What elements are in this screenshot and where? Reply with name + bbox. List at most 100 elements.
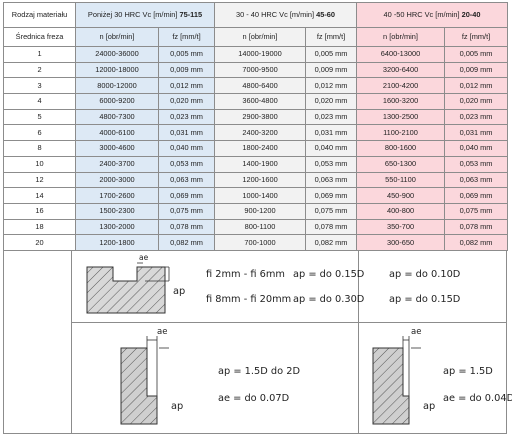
fz-cell: 0,005 mm xyxy=(157,46,216,63)
side-cell xyxy=(71,321,359,434)
side-ap-value: ap = 1.5D do 2D xyxy=(218,365,301,377)
fz-cell: 0,069 mm xyxy=(157,187,216,204)
milling-depth-section: ae ap fi 2mm - fi 6mm ap = do 0.15D fi 8… xyxy=(3,250,512,434)
fz-cell: 0,082 mm xyxy=(157,234,216,251)
header-row-columns: Średnica freza n [obr/min] fz [mm/t] n [… xyxy=(3,27,509,47)
side-hard-ae-value: ae = do 0.04D xyxy=(443,392,512,404)
fz-cell: 0,023 mm xyxy=(444,108,509,126)
diameter-cell: 3 xyxy=(3,77,76,95)
fz-cell: 0,020 mm xyxy=(305,93,358,110)
diameter-cell: 5 xyxy=(3,108,76,126)
n-cell: 8000-12000 xyxy=(75,77,159,95)
side-hard-ap-value: ap = 1.5D xyxy=(443,365,493,377)
n-cell: 2400-3700 xyxy=(75,155,159,173)
diameter-label: Średnica freza xyxy=(3,27,76,47)
slot-hard-ap-1: ap = do 0.10D xyxy=(389,268,461,280)
n-cell: 2400-3200 xyxy=(214,124,307,142)
n-cell: 1400-1900 xyxy=(214,155,307,173)
n-cell: 1000-1400 xyxy=(214,187,307,204)
table-row: 10 2400-3700 0,053 mm 1400-1900 0,053 mm 650-… xyxy=(3,155,509,173)
slot-hard-ap-2: ap = do 0.15D xyxy=(389,293,461,305)
n-cell: 2100-4200 xyxy=(356,77,446,95)
diameter-cell: 14 xyxy=(3,187,76,204)
side-milling-sketch xyxy=(120,335,169,425)
n-cell: 1800-2400 xyxy=(214,140,307,157)
fz-cell: 0,053 mm xyxy=(157,155,216,173)
fz-cell: 0,005 mm xyxy=(444,46,509,63)
n-cell: 4800-6400 xyxy=(214,77,307,95)
n-cell: 7000-9500 xyxy=(214,61,307,79)
n-cell: 12000-18000 xyxy=(75,61,159,79)
fz-cell: 0,078 mm xyxy=(444,218,509,236)
fz-cell: 0,069 mm xyxy=(305,187,358,204)
diameter-cell: 18 xyxy=(3,218,76,236)
fz-cell: 0,075 mm xyxy=(157,202,216,220)
fz-cell: 0,063 mm xyxy=(305,171,358,189)
side-ap-label: ap xyxy=(171,400,184,412)
fz-cell: 0,009 mm xyxy=(157,61,216,79)
slot-milling-sketch xyxy=(86,262,170,314)
fz-cell: 0,078 mm xyxy=(305,218,358,236)
fz-cell: 0,009 mm xyxy=(444,61,509,79)
n-cell: 800-1100 xyxy=(214,218,307,236)
n-cell: 700-1000 xyxy=(214,234,307,251)
table-row: 1 24000-36000 0,005 mm 14000-19000 0,005 mm 6… xyxy=(3,46,509,63)
slot-ae-label: ae xyxy=(139,252,149,262)
side-milling-hard-sketch xyxy=(372,335,421,425)
n-cell: 2900-3800 xyxy=(214,108,307,126)
fz-cell: 0,053 mm xyxy=(444,155,509,173)
col-header-fz: fz [mm/t] xyxy=(157,27,216,47)
n-cell: 350-700 xyxy=(356,218,446,236)
side-hard-ae-label: ae xyxy=(411,326,422,337)
fz-cell: 0,031 mm xyxy=(305,124,358,142)
table-row: 8 3000-4600 0,040 mm 1800-2400 0,040 mm 800-1… xyxy=(3,140,509,157)
diameter-cell: 12 xyxy=(3,171,76,189)
side-ae-value: ae = do 0.07D xyxy=(218,392,290,404)
cutting-parameters-sheet: Rodzaj materiału Poniżej 30 HRC Vc [m/mi… xyxy=(3,2,512,436)
table-row: 5 4800-7300 0,023 mm 2900-3800 0,023 mm 1300-… xyxy=(3,108,509,126)
fz-cell: 0,031 mm xyxy=(157,124,216,142)
n-cell: 450-900 xyxy=(356,187,446,204)
diameter-cell: 16 xyxy=(3,202,76,220)
header-row-material: Rodzaj materiału Poniżej 30 HRC Vc [m/mi… xyxy=(3,2,509,28)
side-hard-cell xyxy=(358,321,507,434)
diameter-cell: 2 xyxy=(3,61,76,79)
fz-cell: 0,020 mm xyxy=(444,93,509,110)
material-label: Rodzaj materiału xyxy=(3,2,76,28)
fz-cell: 0,082 mm xyxy=(444,234,509,251)
table-row: 20 1200-1800 0,082 mm 700-1000 0,082 mm 300-6… xyxy=(3,234,509,251)
diameter-cell: 4 xyxy=(3,93,76,110)
table-row: 2 12000-18000 0,009 mm 7000-9500 0,009 mm 320… xyxy=(3,61,509,79)
fz-cell: 0,023 mm xyxy=(305,108,358,126)
n-cell: 14000-19000 xyxy=(214,46,307,63)
fz-cell: 0,063 mm xyxy=(444,171,509,189)
diameter-cell: 6 xyxy=(3,124,76,142)
fz-cell: 0,053 mm xyxy=(305,155,358,173)
table-row: 12 2000-3000 0,063 mm 1200-1600 0,063 mm 550-… xyxy=(3,171,509,189)
slot-range-large: fi 8mm - fi 20mm xyxy=(206,293,292,305)
fz-cell: 0,063 mm xyxy=(157,171,216,189)
n-cell: 1300-2000 xyxy=(75,218,159,236)
fz-cell: 0,031 mm xyxy=(444,124,509,142)
fz-cell: 0,040 mm xyxy=(157,140,216,157)
fz-cell: 0,040 mm xyxy=(305,140,358,157)
col-header-fz: fz [mm/t] xyxy=(305,27,358,47)
col-header-n: n [obr/min] xyxy=(356,27,446,47)
table-row: 3 8000-12000 0,012 mm 4800-6400 0,012 mm 2100… xyxy=(3,77,509,95)
col-header-n: n [obr/min] xyxy=(75,27,159,47)
fz-cell: 0,009 mm xyxy=(305,61,358,79)
fz-cell: 0,082 mm xyxy=(305,234,358,251)
fz-cell: 0,005 mm xyxy=(305,46,358,63)
cutting-parameters-table: Rodzaj materiału Poniżej 30 HRC Vc [m/mi… xyxy=(3,2,509,251)
diameter-cell: 10 xyxy=(3,155,76,173)
table-row: 16 1500-2300 0,075 mm 900-1200 0,075 mm 400-8… xyxy=(3,202,509,220)
n-cell: 550-1100 xyxy=(356,171,446,189)
fz-cell: 0,023 mm xyxy=(157,108,216,126)
side-hard-ap-label: ap xyxy=(423,400,436,412)
table-row: 14 1700-2600 0,069 mm 1000-1400 0,069 mm 450-… xyxy=(3,187,509,204)
n-cell: 400-800 xyxy=(356,202,446,220)
slot-hard-cell xyxy=(358,250,507,323)
fz-cell: 0,040 mm xyxy=(444,140,509,157)
col-header-fz: fz [mm/t] xyxy=(444,27,509,47)
n-cell: 2000-3000 xyxy=(75,171,159,189)
